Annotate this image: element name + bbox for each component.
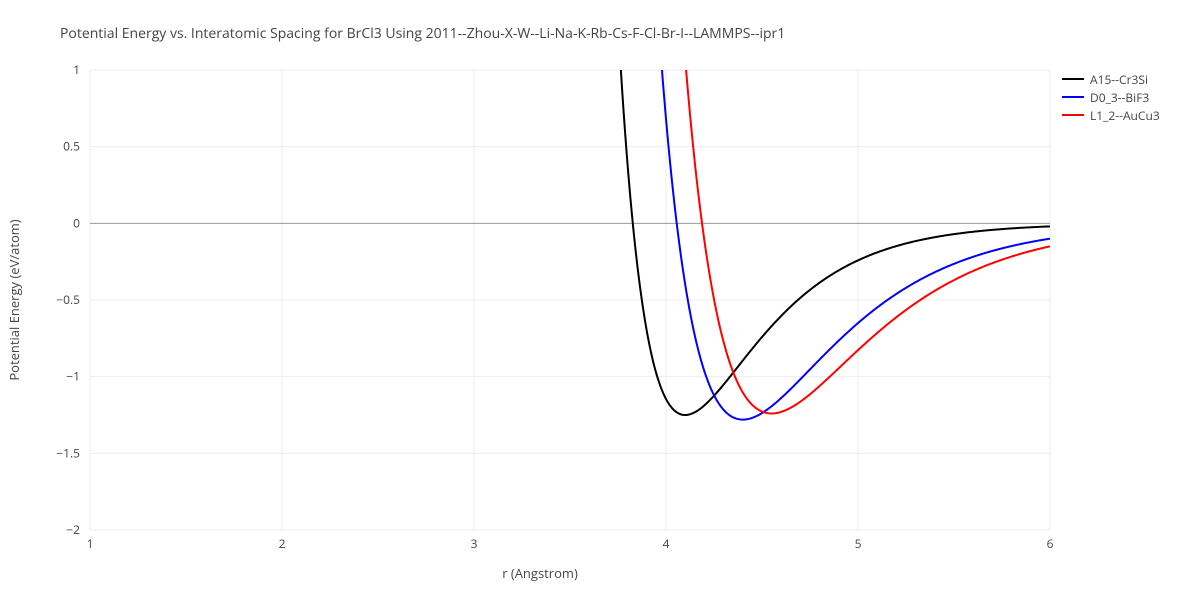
y-tick-label: −1 [66,368,80,385]
legend-label: D0_3--BiF3 [1090,89,1149,106]
y-tick-label: −0.5 [56,291,80,308]
legend-item[interactable]: L1_2--AuCu3 [1062,106,1160,124]
x-tick-label: 4 [663,535,670,552]
y-tick-label: −2 [66,521,80,538]
legend-item[interactable]: D0_3--BiF3 [1062,88,1160,106]
x-tick-label: 2 [279,535,286,552]
legend-swatch [1062,114,1084,116]
y-tick-label: 0.5 [63,138,80,155]
legend-swatch [1062,78,1084,80]
series-line[interactable] [662,70,1050,420]
x-tick-label: 1 [87,535,94,552]
y-tick-label: 0 [73,214,80,231]
chart-container: Potential Energy vs. Interatomic Spacing… [0,0,1200,600]
legend-label: A15--Cr3Si [1090,71,1148,88]
y-axis-label: Potential Energy (eV/atom) [5,139,23,300]
y-tick-label: 1 [73,61,80,78]
legend-swatch [1062,96,1084,98]
plot-svg: 123456−2−1.5−1−0.500.51 [90,70,1050,530]
x-tick-label: 3 [471,535,478,552]
legend: A15--Cr3SiD0_3--BiF3L1_2--AuCu3 [1062,70,1160,124]
x-tick-label: 6 [1047,535,1054,552]
series-line[interactable] [621,70,1050,415]
legend-label: L1_2--AuCu3 [1090,107,1160,124]
x-tick-label: 5 [855,535,862,552]
x-axis-label: r (Angstrom) [0,564,1140,582]
chart-title: Potential Energy vs. Interatomic Spacing… [60,24,785,43]
plot-area[interactable]: 123456−2−1.5−1−0.500.51 [90,70,1050,530]
y-tick-label: −1.5 [56,444,80,461]
legend-item[interactable]: A15--Cr3Si [1062,70,1160,88]
